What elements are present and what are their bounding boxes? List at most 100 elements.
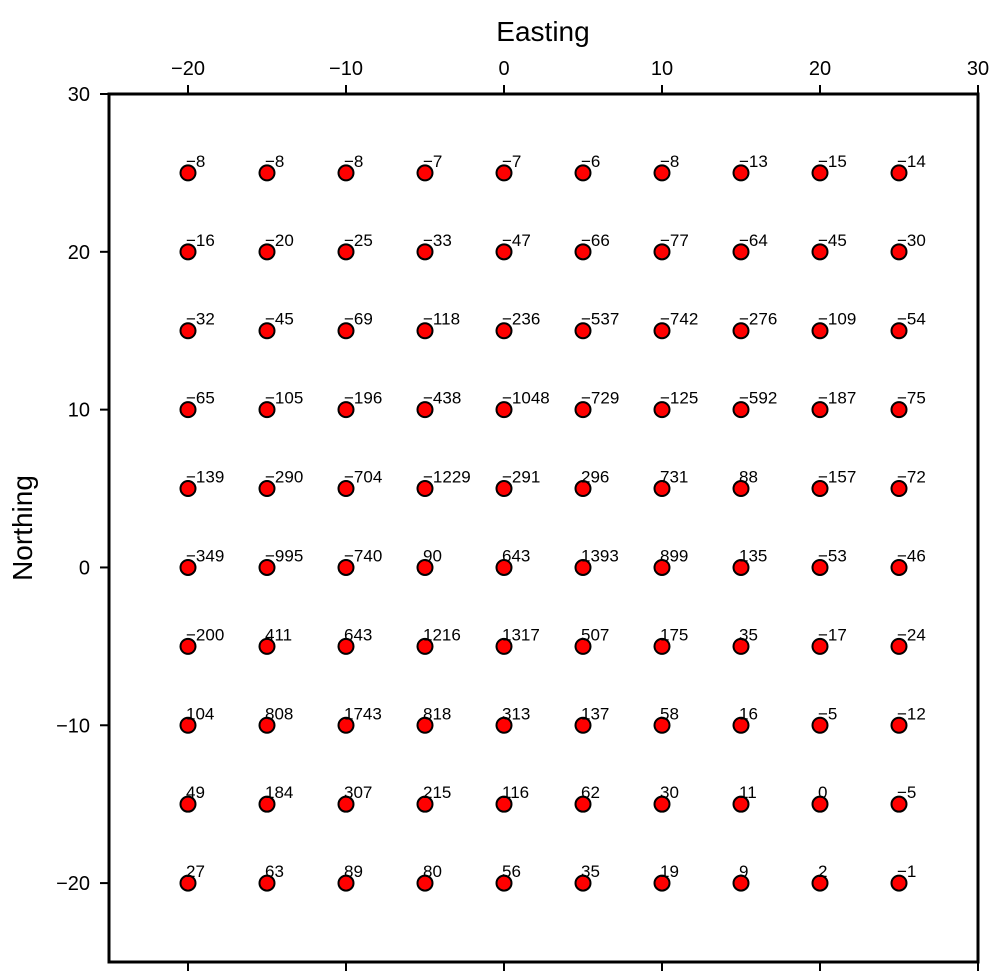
x-tick-label: 0 <box>498 58 509 80</box>
data-point <box>258 637 276 655</box>
point-value-label: 16 <box>739 704 758 723</box>
data-point <box>179 164 197 182</box>
point-value-label: 307 <box>344 783 372 802</box>
data-point <box>890 480 908 498</box>
data-point <box>732 795 750 813</box>
data-point <box>732 637 750 655</box>
data-point <box>416 164 434 182</box>
data-point <box>337 795 355 813</box>
data-point <box>811 243 829 261</box>
data-point <box>574 874 592 892</box>
point-value-label: −995 <box>265 546 303 565</box>
point-value-label: −77 <box>660 231 689 250</box>
point-value-label: 643 <box>344 625 372 644</box>
point-value-label: −17 <box>818 625 847 644</box>
point-value-label: 313 <box>502 704 530 723</box>
data-point <box>337 164 355 182</box>
point-value-label: 88 <box>739 468 758 487</box>
data-point <box>574 164 592 182</box>
point-value-label: −47 <box>502 231 531 250</box>
x-tick-label: 30 <box>967 58 989 80</box>
x-tick-label: −10 <box>329 58 363 80</box>
point-value-label: −7 <box>423 152 442 171</box>
point-value-label: −1229 <box>423 468 471 487</box>
point-value-label: 27 <box>186 862 205 881</box>
data-point <box>416 637 434 655</box>
data-point <box>258 480 276 498</box>
data-point <box>495 637 513 655</box>
point-value-label: −12 <box>897 704 926 723</box>
data-point <box>495 558 513 576</box>
point-value-label: −109 <box>818 310 856 329</box>
point-value-label: −13 <box>739 152 768 171</box>
point-value-label: −33 <box>423 231 452 250</box>
point-value-label: −438 <box>423 389 461 408</box>
data-point <box>574 480 592 498</box>
data-point <box>653 637 671 655</box>
y-tick-label: −10 <box>56 715 90 737</box>
point-value-label: −740 <box>344 546 382 565</box>
point-value-label: −187 <box>818 389 856 408</box>
point-value-label: −45 <box>265 310 294 329</box>
data-point <box>416 716 434 734</box>
data-point <box>495 164 513 182</box>
data-point <box>890 716 908 734</box>
point-value-label: 1216 <box>423 625 461 644</box>
point-value-label: −7 <box>502 152 521 171</box>
point-value-label: −349 <box>186 546 224 565</box>
point-value-label: 11 <box>739 783 757 802</box>
data-point <box>574 401 592 419</box>
point-value-label: 296 <box>581 468 609 487</box>
point-value-label: −64 <box>739 231 768 250</box>
data-point <box>258 322 276 340</box>
data-point <box>179 795 197 813</box>
data-point <box>179 243 197 261</box>
data-point <box>337 401 355 419</box>
point-value-label: −290 <box>265 468 303 487</box>
data-point <box>495 795 513 813</box>
point-value-label: −276 <box>739 310 777 329</box>
data-point <box>337 322 355 340</box>
point-value-label: −196 <box>344 389 382 408</box>
data-point <box>732 322 750 340</box>
point-value-label: 175 <box>660 625 688 644</box>
point-value-label: 137 <box>581 704 609 723</box>
y-tick-label: −20 <box>56 873 90 895</box>
data-point <box>258 795 276 813</box>
data-point <box>574 558 592 576</box>
data-point <box>179 322 197 340</box>
plot-frame <box>107 92 980 964</box>
data-point <box>495 480 513 498</box>
data-point <box>416 558 434 576</box>
point-value-label: −742 <box>660 310 698 329</box>
data-point <box>653 480 671 498</box>
data-point <box>258 558 276 576</box>
point-value-label: −592 <box>739 389 777 408</box>
point-value-label: −53 <box>818 546 847 565</box>
data-point <box>890 637 908 655</box>
point-value-label: −65 <box>186 389 215 408</box>
data-point <box>732 401 750 419</box>
data-point <box>811 558 829 576</box>
point-value-label: 62 <box>581 783 600 802</box>
point-value-label: −69 <box>344 310 373 329</box>
point-value-label: 56 <box>502 862 521 881</box>
data-point <box>732 558 750 576</box>
point-value-label: −25 <box>344 231 373 250</box>
y-tick-label: 20 <box>68 242 90 264</box>
point-value-label: −729 <box>581 389 619 408</box>
point-value-label: −5 <box>818 704 837 723</box>
data-point <box>416 243 434 261</box>
data-point <box>179 874 197 892</box>
point-value-label: −46 <box>897 546 926 565</box>
data-point <box>811 716 829 734</box>
point-value-label: −8 <box>186 152 205 171</box>
point-value-label: 1743 <box>344 704 382 723</box>
data-point <box>416 874 434 892</box>
point-value-label: −32 <box>186 310 215 329</box>
left-axis: 30 20 10 0 −10 −20 <box>56 84 109 895</box>
point-value-label: −105 <box>265 389 303 408</box>
data-point <box>179 716 197 734</box>
data-point <box>653 401 671 419</box>
data-point <box>416 401 434 419</box>
